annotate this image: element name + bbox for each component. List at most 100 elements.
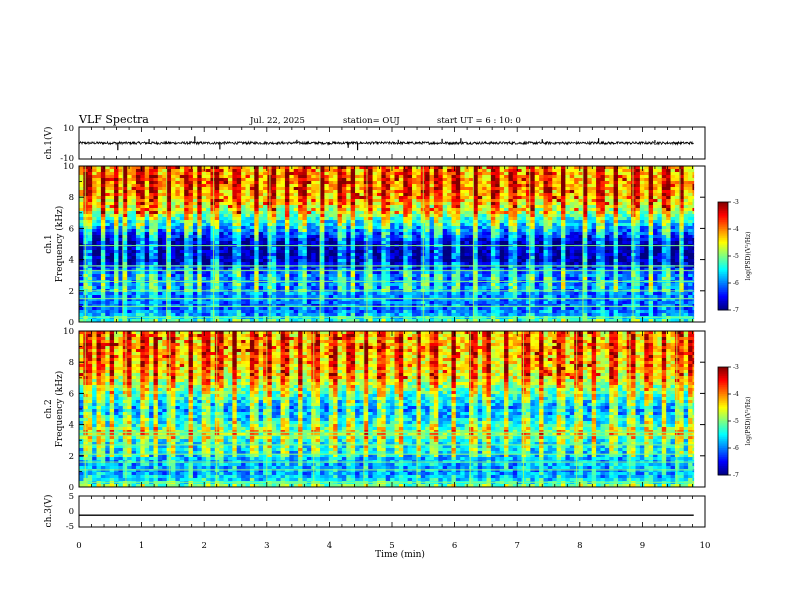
spectrogram-cell bbox=[79, 190, 84, 194]
spectrogram-cell bbox=[306, 226, 312, 230]
spectrogram-cell bbox=[390, 286, 395, 290]
spectrogram-cell bbox=[192, 232, 198, 236]
spectrogram-cell bbox=[372, 262, 378, 266]
spectrogram-cell bbox=[368, 256, 373, 260]
spectrogram-cell bbox=[100, 220, 106, 224]
spectrogram-cell bbox=[87, 241, 93, 245]
spectrogram-cell bbox=[425, 187, 430, 191]
spectrogram-cell bbox=[100, 286, 106, 290]
spectrogram-cell bbox=[438, 175, 444, 179]
spectrogram-cell bbox=[381, 205, 387, 209]
spectrogram-cell bbox=[398, 217, 404, 221]
spectrogram-cell bbox=[412, 235, 417, 239]
spectrogram-cell bbox=[495, 235, 501, 239]
spectrogram-cell bbox=[96, 223, 102, 227]
spectrogram-cell bbox=[280, 190, 286, 194]
spectrogram-cell bbox=[302, 253, 308, 257]
spectrogram-cell bbox=[171, 298, 176, 302]
spectrogram-cell bbox=[324, 205, 330, 209]
spectrogram-cell bbox=[100, 202, 106, 206]
spectrogram-cell bbox=[350, 307, 356, 311]
spectrogram-cell bbox=[184, 250, 189, 254]
spectrogram-cell bbox=[381, 307, 387, 311]
spectrogram-cell bbox=[83, 184, 89, 188]
spectrogram-cell bbox=[263, 211, 268, 215]
spectrogram-cell bbox=[83, 247, 89, 251]
spectrogram-cell bbox=[114, 298, 119, 302]
spectrogram-cell bbox=[328, 241, 334, 245]
spectrogram-cell bbox=[311, 196, 317, 200]
spectrogram-cell bbox=[179, 178, 185, 182]
spectrogram-cell bbox=[83, 241, 89, 245]
spectrogram-cell bbox=[131, 214, 137, 218]
spectrogram-cell bbox=[83, 187, 89, 191]
spectrogram-cell bbox=[153, 319, 159, 323]
spectrogram-cell bbox=[451, 256, 457, 260]
spectrogram-cell bbox=[381, 265, 387, 269]
spectrogram-cell bbox=[416, 190, 422, 194]
spectrogram-cell bbox=[175, 190, 181, 194]
spectrogram-cell bbox=[390, 190, 395, 194]
spectrogram-cell bbox=[254, 277, 260, 281]
spectrogram-cell bbox=[241, 184, 246, 188]
spectrogram-cell bbox=[442, 295, 448, 299]
spectrogram-cell bbox=[263, 283, 268, 287]
spectrogram-cell bbox=[249, 292, 255, 296]
spectrogram-cell bbox=[249, 307, 255, 311]
spectrogram-cell bbox=[429, 271, 435, 275]
spectrogram-cell bbox=[346, 208, 352, 212]
spectrogram-cell bbox=[403, 310, 409, 314]
spectrogram-cell bbox=[232, 238, 238, 242]
spectrogram-cell bbox=[96, 184, 102, 188]
spectrogram-cell bbox=[249, 175, 255, 179]
spectrogram-cell bbox=[263, 256, 268, 260]
spectrogram-cell bbox=[245, 205, 251, 209]
spectrogram-cell bbox=[341, 259, 347, 263]
spectrogram-cell bbox=[219, 211, 224, 215]
spectrogram-cell bbox=[306, 307, 312, 311]
spectrogram-cell bbox=[92, 247, 97, 251]
spectrogram-cell bbox=[355, 226, 360, 230]
spectrogram-cell bbox=[293, 205, 299, 209]
spectrogram-cell bbox=[442, 262, 448, 266]
spectrogram-cell bbox=[311, 178, 317, 182]
spectrogram-cell bbox=[144, 256, 150, 260]
spectrogram-cell bbox=[105, 172, 111, 176]
spectrogram-cell bbox=[363, 283, 369, 287]
spectrogram-cell bbox=[289, 208, 295, 212]
spectrogram-cell bbox=[416, 304, 422, 308]
spectrogram-cell bbox=[122, 262, 128, 266]
spectrogram-cell bbox=[263, 250, 268, 254]
spectrogram-cell bbox=[460, 271, 466, 275]
spectrogram-cell bbox=[153, 214, 159, 218]
spectrogram-cell bbox=[359, 247, 365, 251]
spectrogram-cell bbox=[350, 169, 356, 173]
spectrogram-cell bbox=[219, 310, 224, 314]
spectrogram-cell bbox=[376, 265, 382, 269]
spectrogram-cell bbox=[337, 229, 343, 233]
spectrogram-cell bbox=[179, 298, 185, 302]
spectrogram-cell bbox=[289, 253, 295, 257]
spectrogram-cell bbox=[372, 256, 378, 260]
spectrogram-cell bbox=[355, 286, 360, 290]
spectrogram-cell bbox=[118, 205, 124, 209]
spectrogram-cell bbox=[482, 199, 487, 203]
spectrogram-cell bbox=[122, 232, 128, 236]
spectrogram-cell bbox=[341, 295, 347, 299]
spectrogram-cell bbox=[114, 277, 119, 281]
spectrogram-cell bbox=[447, 301, 452, 305]
spectrogram-cell bbox=[118, 292, 124, 296]
spectrogram-cell bbox=[131, 235, 137, 239]
spectrogram-cell bbox=[153, 295, 159, 299]
spectrogram-cell bbox=[214, 205, 220, 209]
spectrogram-cell bbox=[451, 166, 457, 170]
spectrogram-cell bbox=[175, 175, 181, 179]
spectrogram-cell bbox=[197, 238, 203, 242]
spectrogram-cell bbox=[425, 169, 430, 173]
spectrogram-cell bbox=[416, 232, 422, 236]
spectrogram-cell bbox=[451, 184, 457, 188]
spectrogram-cell bbox=[328, 286, 334, 290]
ch1-waveform-panel: 10 -10 ch.1(V) bbox=[43, 124, 706, 164]
spectrogram-cell bbox=[87, 283, 93, 287]
spectrogram-cell bbox=[144, 310, 150, 314]
